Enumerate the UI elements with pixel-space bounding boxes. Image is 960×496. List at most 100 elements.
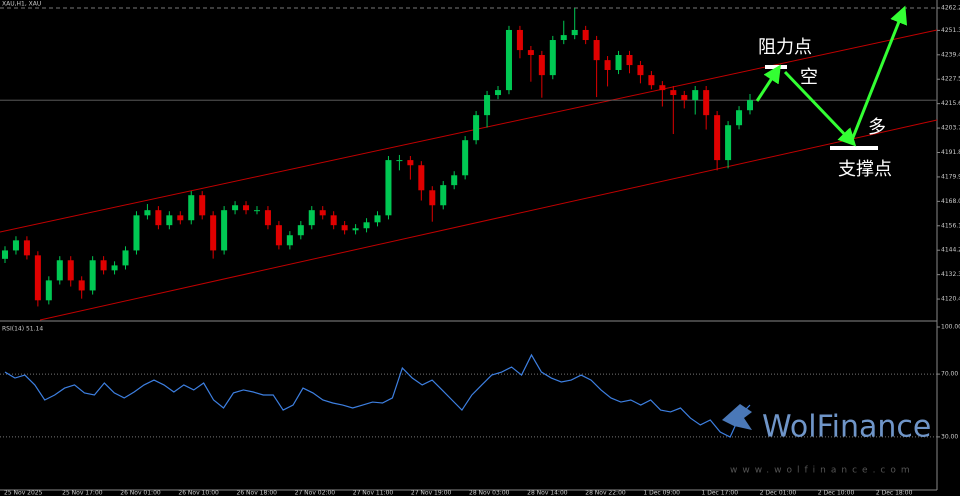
watermark: WolFinance www.wolfinance.com: [722, 404, 931, 476]
candle-body: [253, 210, 260, 212]
candle-body: [232, 205, 239, 211]
y-tick-label: 30.00: [941, 433, 958, 440]
candle-body: [396, 160, 403, 162]
candle-body: [418, 165, 425, 191]
rsi-line: [4, 353, 751, 438]
x-tick-label: 26 Nov 10:00: [178, 490, 219, 496]
logo: [722, 404, 752, 430]
candle-body: [516, 29, 523, 51]
candle-body: [67, 260, 74, 281]
candle-body: [462, 140, 469, 176]
x-tick-label: 25 Nov 17:00: [62, 490, 103, 496]
annotation: 支撑点: [838, 159, 892, 180]
y-tick-label: 4227.50: [941, 76, 960, 83]
candle-body: [407, 160, 414, 166]
marks: 4262.20 4251.30 4239.40 4227.50 4215.60 4203.…: [0, 5, 960, 496]
candle-body: [681, 95, 688, 101]
candle-body: [582, 29, 589, 41]
candle-body: [188, 195, 195, 221]
candle-body: [243, 205, 250, 211]
x-tick-label: 2 Dec 18:00: [876, 490, 913, 496]
y-tick-label: 4262.20: [941, 5, 960, 12]
candle-body: [23, 240, 30, 256]
candle-body: [440, 185, 447, 206]
y-tick-label: 4215.60: [941, 100, 960, 107]
y-tick-label: 4239.40: [941, 51, 960, 58]
candle-body: [210, 215, 217, 251]
candle-body: [593, 40, 600, 61]
candle-body: [166, 215, 173, 226]
candle-body: [604, 60, 611, 70]
candle-body: [341, 225, 348, 231]
candle-body: [451, 175, 458, 186]
candle-body: [330, 215, 337, 226]
candle-body: [100, 260, 107, 271]
candle-body: [34, 255, 41, 301]
y-tick-label: 4168.00: [941, 198, 960, 205]
candle-body: [692, 90, 699, 101]
x-tick-label: 27 Nov 11:00: [353, 490, 394, 496]
x-tick-label: 2 Dec 10:00: [818, 490, 855, 496]
candle-body: [221, 210, 228, 251]
x-tick-label: 25 Nov 2025: [4, 490, 43, 496]
y-tick-label: 4144.20: [941, 247, 960, 254]
candle-body: [297, 225, 304, 236]
candle-body: [264, 210, 271, 226]
channel-lower: [39, 119, 938, 321]
candle-body: [385, 160, 392, 216]
arrow: [755, 64, 781, 102]
candle-body: [56, 260, 63, 281]
candle-body: [571, 29, 578, 36]
candle-body: [714, 115, 721, 161]
brand: WolFinance: [762, 410, 931, 445]
x-tick-label: 27 Nov 19:00: [411, 490, 452, 496]
annotation: 阻力点: [758, 37, 812, 58]
x-tick-label: 2 Dec 01:00: [760, 490, 797, 496]
x-tick-label: 26 Nov 18:00: [237, 490, 278, 496]
x-tick-label: 28 Nov 22:00: [585, 490, 626, 496]
y-tick-label: 4132.30: [941, 271, 960, 278]
candle-body: [527, 50, 534, 56]
x-tick-label: 1 Dec 09:00: [643, 490, 680, 496]
candle-body: [12, 240, 19, 251]
candle-body: [560, 35, 567, 41]
y-tick-label: 100.00: [941, 324, 960, 331]
candle-body: [319, 210, 326, 216]
candle-body: [111, 265, 118, 271]
candle-body: [670, 90, 677, 96]
candle-body: [725, 125, 732, 161]
candle-body: [495, 90, 502, 96]
y-tick-label: 4120.40: [941, 296, 960, 303]
candle-body: [199, 195, 206, 216]
annotation: 多: [868, 117, 886, 138]
candle-body: [615, 55, 622, 70]
candle-body: [78, 280, 85, 291]
candle-body: [89, 260, 96, 291]
candle-body: [538, 55, 545, 76]
candle-body: [122, 250, 129, 266]
support-bar: [830, 146, 878, 150]
candle-body: [155, 210, 162, 226]
y-tick-label: 4156.10: [941, 222, 960, 229]
candle-body: [144, 210, 151, 216]
x-tick-label: 27 Nov 02:00: [295, 490, 336, 496]
candle-body: [473, 115, 480, 141]
y-tick-label: 4251.30: [941, 27, 960, 34]
candle-body: [177, 215, 184, 221]
x-tick-label: 28 Nov 03:00: [469, 490, 510, 496]
chart-title: XAU,H1, XAU: [2, 1, 41, 8]
x-tick-label: 26 Nov 01:00: [120, 490, 161, 496]
candle-body: [1, 250, 9, 259]
candle-body: [308, 210, 315, 226]
resistance-bar: [765, 65, 787, 69]
url: www.wolfinance.com: [730, 466, 915, 476]
arrow: [850, 5, 908, 141]
candle-body: [484, 95, 491, 116]
candle-body: [275, 225, 282, 246]
x-tick-label: 28 Nov 14:00: [527, 490, 568, 496]
annotation: 空: [800, 67, 818, 88]
candle-body: [746, 100, 754, 111]
candle-body: [626, 55, 633, 66]
